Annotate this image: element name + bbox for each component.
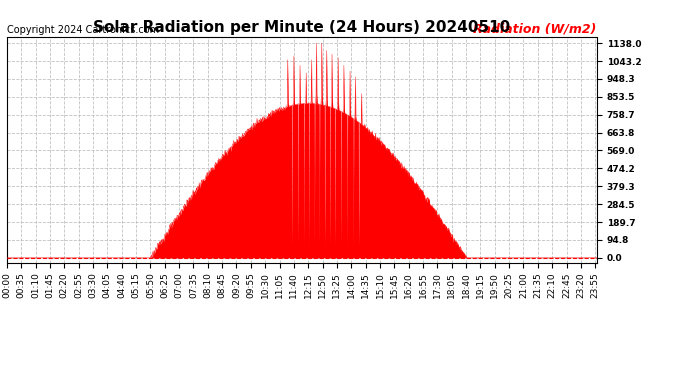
Title: Solar Radiation per Minute (24 Hours) 20240510: Solar Radiation per Minute (24 Hours) 20… — [93, 20, 511, 35]
Text: Copyright 2024 Cartronics.com: Copyright 2024 Cartronics.com — [7, 25, 159, 35]
Text: Radiation (W/m2): Radiation (W/m2) — [473, 22, 597, 35]
